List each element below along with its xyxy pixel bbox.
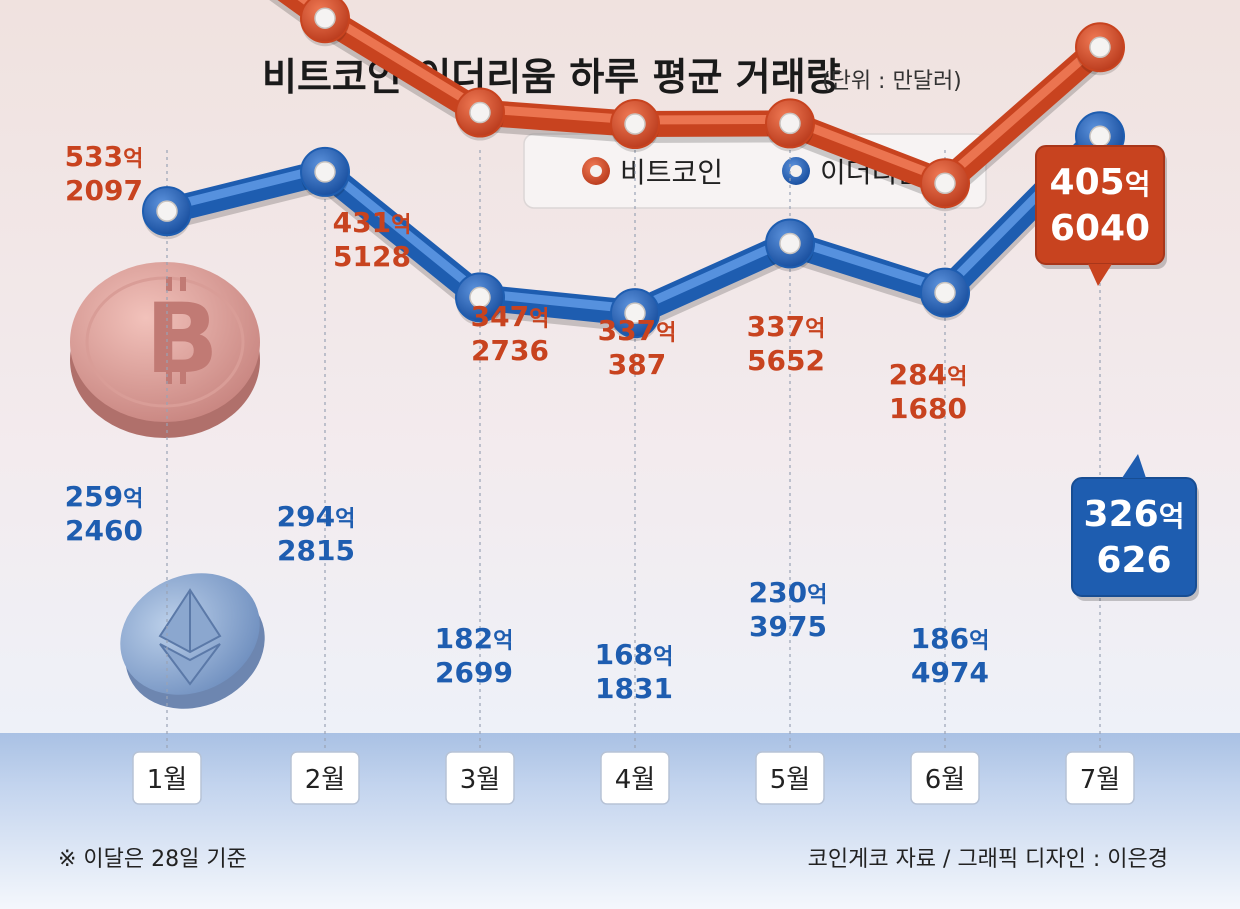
eth-point-4 bbox=[610, 288, 660, 342]
svg-text:347억: 347억 bbox=[471, 300, 550, 333]
btc-callout: 405억 6040 bbox=[1035, 145, 1167, 286]
btc-point-5 bbox=[765, 98, 815, 152]
svg-text:3975: 3975 bbox=[749, 610, 827, 643]
btc-point-2 bbox=[300, 0, 350, 47]
svg-text:533억: 533억 bbox=[65, 140, 144, 173]
svg-text:2815: 2815 bbox=[277, 534, 355, 567]
svg-text:337억: 337억 bbox=[747, 310, 826, 343]
ethereum-coin-icon bbox=[120, 573, 265, 709]
svg-text:1월: 1월 bbox=[147, 765, 187, 795]
svg-text:168억: 168억 bbox=[595, 638, 674, 671]
svg-text:405억: 405억 bbox=[1050, 162, 1151, 203]
x-tick-7: 7월 bbox=[1065, 751, 1135, 805]
svg-text:2736: 2736 bbox=[471, 334, 549, 367]
footnote: ※ 이달은 28일 기준 bbox=[58, 847, 247, 872]
svg-text:5652: 5652 bbox=[747, 344, 825, 377]
btc-point-3 bbox=[455, 87, 505, 141]
eth-point-3 bbox=[455, 272, 505, 326]
source-credit: 코인게코 자료 / 그래픽 디자인 : 이은경 bbox=[808, 847, 1168, 872]
svg-text:431억: 431억 bbox=[333, 206, 412, 239]
legend-btc-label: 비트코인 bbox=[620, 156, 723, 189]
svg-text:1831: 1831 bbox=[595, 672, 673, 705]
eth-callout: 326억 626 bbox=[1071, 454, 1199, 601]
svg-text:186억: 186억 bbox=[911, 622, 990, 655]
x-tick-2: 2월 bbox=[290, 751, 360, 805]
x-tick-3: 3월 bbox=[445, 751, 515, 805]
svg-text:2월: 2월 bbox=[305, 765, 345, 795]
x-tick-6: 6월 bbox=[910, 751, 980, 805]
x-tick-4: 4월 bbox=[600, 751, 670, 805]
svg-text:182억: 182억 bbox=[435, 622, 514, 655]
svg-text:626: 626 bbox=[1096, 540, 1171, 581]
x-tick-1: 1월 bbox=[132, 751, 202, 805]
svg-text:387: 387 bbox=[608, 348, 666, 381]
eth-point-5 bbox=[765, 218, 815, 272]
svg-text:259억: 259억 bbox=[65, 480, 144, 513]
svg-text:7월: 7월 bbox=[1080, 765, 1120, 795]
svg-text:6월: 6월 bbox=[925, 765, 965, 795]
btc-point-7 bbox=[1075, 22, 1125, 76]
svg-text:4월: 4월 bbox=[615, 765, 655, 795]
svg-text:5월: 5월 bbox=[770, 765, 810, 795]
svg-text:4974: 4974 bbox=[911, 656, 989, 689]
svg-text:337억: 337억 bbox=[598, 314, 677, 347]
x-axis: 1월 2월 3월 4월 5월 6월 7월 bbox=[132, 751, 1135, 805]
svg-text:230억: 230억 bbox=[749, 576, 828, 609]
svg-text:284억: 284억 bbox=[889, 358, 968, 391]
svg-text:6040: 6040 bbox=[1050, 208, 1150, 249]
x-tick-5: 5월 bbox=[755, 751, 825, 805]
btc-point-6 bbox=[920, 158, 970, 212]
svg-text:294억: 294억 bbox=[277, 500, 356, 533]
svg-text:2460: 2460 bbox=[65, 514, 143, 547]
eth-point-1 bbox=[142, 186, 192, 240]
svg-text:2097: 2097 bbox=[65, 174, 143, 207]
chart-title: 비트코인·이더리움 하루 평균 거래량 bbox=[262, 55, 841, 99]
eth-point-6 bbox=[920, 267, 970, 321]
eth-point-2 bbox=[300, 146, 350, 200]
unit-label: (단위 : 만달러) bbox=[822, 69, 962, 94]
svg-text:326억: 326억 bbox=[1084, 494, 1185, 535]
svg-text:2699: 2699 bbox=[435, 656, 513, 689]
svg-text:1680: 1680 bbox=[889, 392, 967, 425]
bitcoin-coin-icon: B bbox=[70, 262, 260, 438]
btc-point-4 bbox=[610, 99, 660, 153]
svg-text:3월: 3월 bbox=[460, 765, 500, 795]
svg-text:5128: 5128 bbox=[333, 240, 411, 273]
